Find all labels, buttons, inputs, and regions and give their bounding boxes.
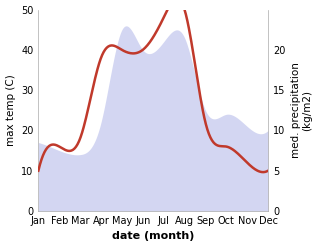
Y-axis label: max temp (C): max temp (C): [5, 74, 16, 146]
Y-axis label: med. precipitation
(kg/m2): med. precipitation (kg/m2): [291, 62, 313, 158]
X-axis label: date (month): date (month): [112, 231, 194, 242]
